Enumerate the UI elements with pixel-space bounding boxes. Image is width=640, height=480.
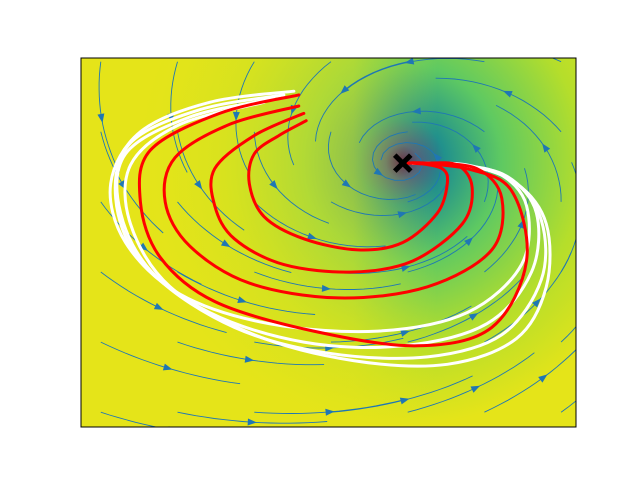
streamline-arrow-icon (247, 418, 257, 426)
streamline-arrow-icon (472, 143, 481, 153)
streamline-arrow-icon (307, 232, 317, 240)
streamline-arrow-icon (340, 85, 350, 94)
streamline (560, 326, 576, 343)
streamline-arrow-icon (321, 284, 331, 292)
streamline-arrow-icon (470, 385, 481, 393)
red-trajectory (137, 93, 529, 348)
streamline-arrow-icon (97, 113, 105, 123)
streamline-arrow-icon (513, 42, 523, 51)
streamline (560, 162, 576, 273)
streamline-arrow-icon (237, 296, 247, 304)
streamline (100, 411, 159, 427)
streamline-arrow-icon (400, 329, 410, 337)
streamline-arrow-icon (433, 153, 442, 163)
red-trajectory (247, 119, 450, 252)
trajectories (108, 89, 552, 368)
streamline-arrow-icon (220, 239, 231, 248)
streamline-arrow-icon (468, 313, 479, 321)
streamline-arrow-icon (464, 237, 474, 246)
streamline-arrow-icon (397, 211, 408, 219)
streamline-arrow-icon (162, 363, 173, 371)
streamline (560, 400, 576, 413)
streamline-arrow-icon (577, 313, 588, 324)
streamline-arrow-icon (244, 355, 255, 363)
plot-area (81, 42, 588, 427)
streamline-arrow-icon (232, 111, 240, 121)
streamline-arrow-icon (502, 90, 513, 98)
attractor-cross-icon (392, 153, 413, 173)
streamline-arrow-icon (538, 374, 548, 383)
streamline-arrow-icon (575, 393, 576, 403)
streamline-arrow-icon (341, 179, 352, 188)
streamline-arrow-icon (153, 302, 164, 310)
streamline-arrow-icon (400, 265, 411, 272)
marker-layer (392, 153, 413, 173)
streamline-arrow-icon (532, 298, 541, 308)
axes-frame (80, 57, 577, 428)
streamline-arrow-icon (399, 397, 410, 405)
streamline-arrow-icon (373, 167, 384, 176)
streamline-arrow-icon (577, 213, 585, 222)
streamline-arrow-icon (404, 58, 415, 65)
streamline-arrow-icon (411, 107, 422, 115)
white-trajectory (123, 100, 552, 368)
streamline-arrow-icon (269, 180, 278, 190)
streamline-arrow-icon (194, 180, 203, 190)
streamline-arrow-icon (542, 143, 551, 153)
red-trajectory (162, 104, 505, 300)
streamline-arrow-icon (325, 408, 335, 416)
streamline-arrow-icon (138, 242, 149, 252)
